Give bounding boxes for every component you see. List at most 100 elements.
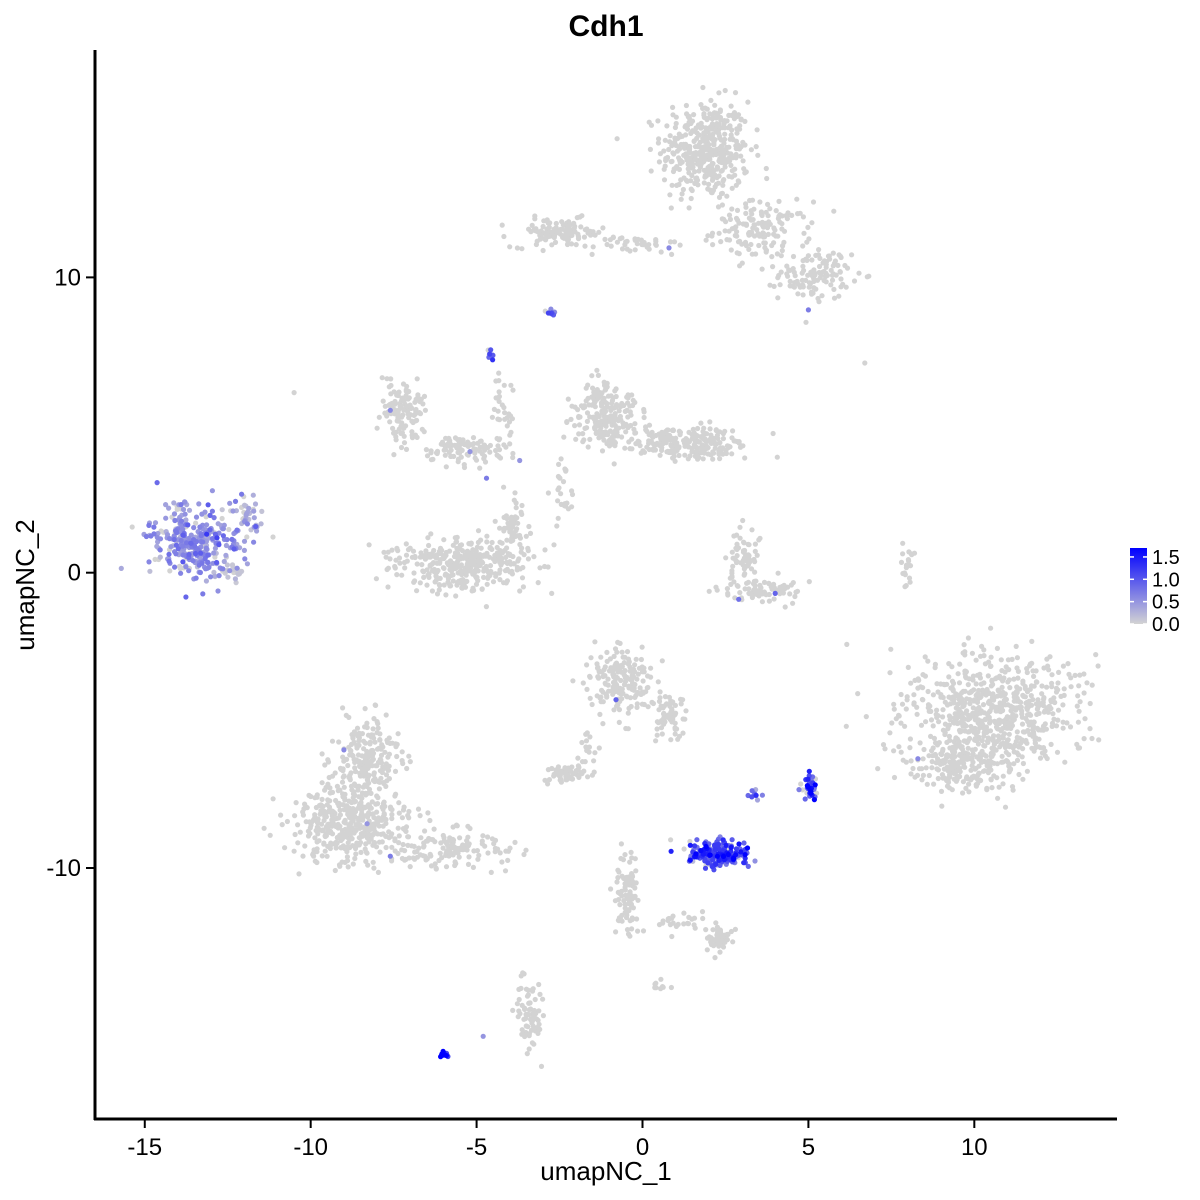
- cell-point: [344, 756, 350, 763]
- cell-point: [219, 507, 225, 513]
- cell-point: [714, 129, 720, 135]
- cell-point: [652, 985, 658, 991]
- cell-point: [487, 449, 493, 455]
- cell-point: [485, 850, 491, 856]
- cell-point: [726, 237, 733, 243]
- cell-point: [366, 542, 372, 548]
- cell-point: [595, 372, 602, 378]
- cell-point: [501, 484, 507, 490]
- cell-point: [667, 192, 673, 198]
- cell-point: [638, 691, 644, 697]
- cell-point: [670, 112, 676, 118]
- cell-point: [428, 853, 434, 859]
- cell-point: [388, 376, 394, 382]
- cell-point: [375, 795, 381, 801]
- cell-point: [307, 819, 313, 825]
- cell-point: [555, 473, 562, 480]
- cell-point: [722, 228, 728, 234]
- cell-point: [580, 439, 586, 445]
- cell-point: [355, 815, 361, 822]
- cell-point: [732, 232, 738, 239]
- cell-point: [489, 414, 495, 420]
- cell-point: [507, 432, 513, 438]
- cell-point: [616, 408, 622, 414]
- cell-point: [584, 418, 591, 424]
- cell-point: [741, 572, 747, 578]
- cell-point: [227, 568, 233, 574]
- cell-point: [844, 265, 851, 271]
- cell-point: [393, 744, 399, 750]
- cell-point: [496, 370, 502, 376]
- cell-point: [1026, 702, 1032, 709]
- cell-point: [242, 556, 248, 562]
- cell-point: [734, 541, 740, 547]
- cell-point: [481, 574, 487, 581]
- cell-point: [844, 641, 850, 648]
- cell-point: [1066, 671, 1072, 677]
- cell-point: [976, 687, 982, 694]
- cell-point: [403, 541, 409, 547]
- cell-point: [790, 266, 796, 272]
- cell-point: [601, 667, 607, 673]
- cell-point: [369, 751, 375, 758]
- cell-point: [767, 206, 773, 212]
- cell-point: [488, 869, 494, 876]
- cell-point: [590, 385, 596, 391]
- cell-point: [1082, 716, 1088, 722]
- cell-point: [250, 492, 256, 498]
- cell-point: [756, 242, 762, 249]
- cell-point: [942, 721, 949, 727]
- cell-point: [373, 576, 379, 582]
- cell-point: [701, 112, 707, 118]
- cell-point: [490, 579, 497, 585]
- cell-point: [580, 431, 586, 437]
- cell-point: [515, 520, 521, 526]
- cell-point: [736, 440, 742, 446]
- cell-point: [677, 160, 684, 166]
- cell-point: [520, 584, 527, 590]
- cell-point: [716, 90, 722, 96]
- cell-point: [708, 124, 714, 130]
- cell-point: [200, 591, 206, 597]
- cell-point: [960, 650, 966, 656]
- cell-point: [672, 124, 679, 131]
- cell-point: [1037, 755, 1044, 761]
- cell-point: [1013, 643, 1019, 650]
- cell-point: [655, 679, 661, 685]
- cell-point: [573, 436, 579, 442]
- cell-point: [370, 859, 376, 865]
- cell-point: [365, 732, 372, 738]
- cell-point: [622, 852, 628, 858]
- cell-point: [855, 691, 861, 697]
- cell-point: [528, 1016, 534, 1023]
- cell-point: [329, 738, 336, 744]
- cell-point: [374, 730, 380, 736]
- cell-point: [295, 840, 301, 846]
- cell-point: [950, 755, 956, 761]
- cell-point: [740, 221, 746, 227]
- cell-point: [698, 420, 704, 426]
- cell-point: [613, 697, 619, 703]
- cell-point: [746, 586, 752, 592]
- cell-point: [505, 551, 511, 557]
- cell-point: [531, 554, 537, 560]
- cell-point: [716, 158, 722, 164]
- cell-point: [1024, 669, 1030, 676]
- cell-point: [1089, 682, 1095, 688]
- cell-point: [186, 507, 193, 513]
- cell-point: [766, 219, 772, 225]
- cell-point: [699, 909, 706, 915]
- cell-point: [733, 155, 739, 161]
- cell-point: [639, 241, 645, 248]
- cell-point: [770, 264, 776, 270]
- cell-point: [800, 243, 806, 249]
- cell-point: [579, 759, 586, 765]
- cell-point: [225, 574, 231, 580]
- cell-point: [1034, 725, 1040, 732]
- cell-point: [314, 859, 320, 866]
- cell-point: [203, 578, 209, 584]
- cell-point: [302, 843, 308, 849]
- cell-point: [752, 548, 758, 555]
- cell-point: [198, 550, 204, 556]
